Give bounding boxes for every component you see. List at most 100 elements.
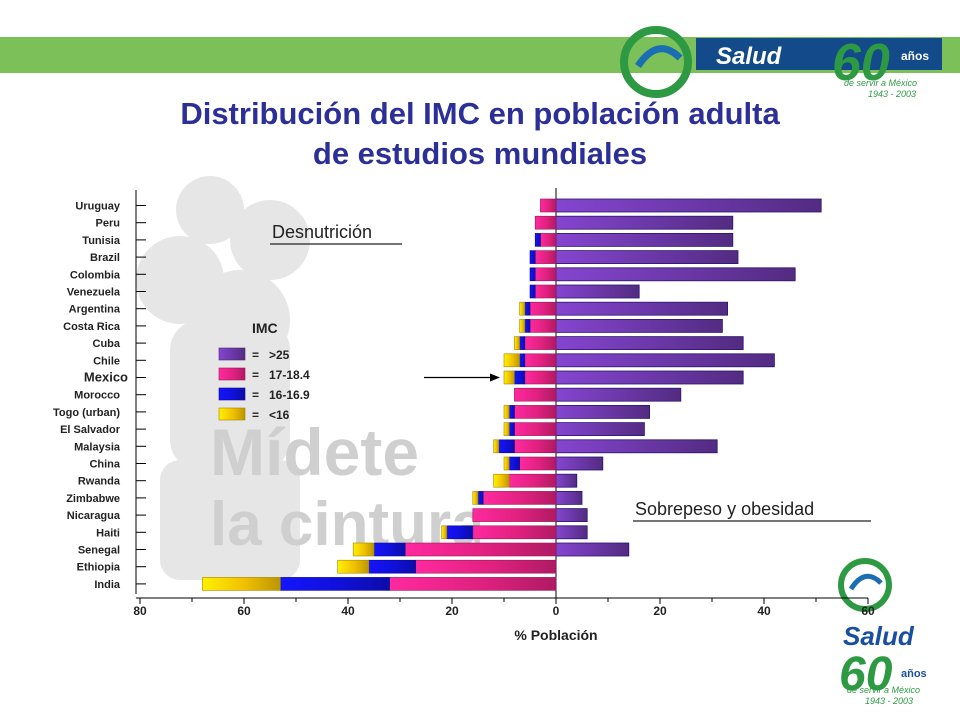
bar-over25 [555, 250, 739, 265]
bar-b17_18 [415, 559, 557, 574]
bar-over25 [555, 508, 588, 523]
x-tick-label: 20 [445, 604, 459, 618]
bar-under16 [519, 319, 526, 333]
x-axis-label: % Población [514, 627, 597, 643]
bar-under16 [503, 405, 510, 419]
bar-under16 [503, 422, 510, 436]
category-label-morocco: Morocco [74, 390, 120, 402]
logo-top-years-range: 1943 - 2003 [868, 89, 916, 99]
category-label-haiti: Haiti [96, 527, 120, 539]
legend-title: IMC [252, 320, 278, 336]
bar-over25 [555, 387, 682, 402]
x-tick-label: 40 [341, 604, 355, 618]
bar-over25 [555, 456, 604, 471]
bar-b16_17 [519, 336, 526, 350]
logo-top-number: 60 [832, 34, 890, 92]
bar-over25 [555, 404, 650, 419]
bar-b16_17 [529, 284, 536, 299]
bar-b17_18 [404, 542, 557, 557]
bar-b16_17 [368, 559, 416, 574]
bar-under16 [503, 353, 520, 368]
annotation-undernutrition: Desnutrición [272, 222, 372, 242]
legend-equals: = [252, 408, 259, 422]
bar-b17_18 [514, 405, 557, 419]
bar-b16_17 [508, 422, 515, 436]
bar-b16_17 [508, 405, 515, 419]
bar-under16 [352, 542, 375, 557]
bar-b17_18 [508, 473, 557, 488]
bar-b17_18 [534, 250, 557, 264]
bar-over25 [555, 336, 744, 351]
bar-over25 [555, 301, 729, 316]
legend-equals: = [252, 348, 259, 362]
bar-b17_18 [519, 456, 557, 471]
logo-bottom-number: 60 [839, 648, 893, 701]
bar-b16_17 [280, 577, 390, 591]
bar-b17_18 [514, 422, 557, 436]
bar-b16_17 [446, 525, 474, 540]
category-label-cuba: Cuba [93, 338, 121, 350]
bar-b16_17 [519, 353, 526, 368]
bar-under16 [493, 473, 510, 488]
bar-b16_17 [373, 542, 406, 557]
x-tick-label: 40 [757, 604, 771, 618]
bar-over25 [555, 353, 775, 368]
bar-over25 [555, 318, 723, 333]
bar-b16_17 [514, 370, 526, 385]
bar-b17_18 [529, 301, 557, 316]
bar-b16_17 [508, 456, 520, 471]
salud-60-logo-bottom: Salud 60 años de servir a México 1943 - … [838, 558, 927, 706]
bar-b17_18 [529, 319, 557, 333]
category-label-china: China [89, 459, 120, 471]
bar-b17_18 [514, 439, 557, 454]
legend-swatch-under16 [218, 407, 246, 421]
bar-under16 [503, 370, 515, 385]
x-tick-label: 80 [133, 604, 147, 618]
bar-b16_17 [524, 301, 531, 316]
bar-b17_18 [472, 508, 557, 522]
legend-label-b16_17: 16-16.9 [269, 388, 310, 402]
category-label-argentina: Argentina [69, 304, 121, 316]
legend-equals: = [252, 368, 259, 382]
logo-bottom-brand: Salud [843, 621, 915, 651]
bar-over25 [555, 267, 796, 282]
chart-title: Distribución del IMC en población adulta… [40, 94, 920, 174]
x-tick-label: 20 [653, 604, 667, 618]
bar-over25 [555, 232, 734, 247]
watermark-line1: Mídete [210, 415, 419, 489]
bar-b16_17 [534, 233, 541, 247]
legend-equals: = [252, 388, 259, 402]
bar-over25 [555, 525, 588, 540]
category-label-brazil: Brazil [90, 252, 120, 264]
bar-b17_18 [524, 370, 557, 385]
bar-b17_18 [534, 215, 557, 230]
bar-over25 [555, 370, 744, 385]
category-label-ethiopia: Ethiopia [77, 562, 121, 574]
legend-swatch-b16_17 [218, 387, 246, 401]
bar-over25 [555, 490, 583, 505]
salud-60-logo-top: Salud 60 años de servir a México 1943 - … [620, 26, 942, 99]
bar-b16_17 [498, 439, 515, 454]
bar-under16 [441, 525, 448, 540]
bar-b17_18 [524, 336, 557, 350]
bar-b16_17 [477, 491, 484, 505]
bar-over25 [555, 542, 630, 557]
bar-over25 [555, 284, 640, 299]
bar-under16 [202, 577, 281, 591]
annotation-overweight: Sobrepeso y obesidad [635, 499, 814, 519]
category-label-togo-urban-: Togo (urban) [53, 407, 120, 419]
category-label-india: India [94, 579, 121, 591]
bar-over25 [555, 215, 734, 230]
legend-label-b17_18: 17-18.4 [269, 368, 310, 382]
bar-over25 [555, 473, 578, 488]
bar-under16 [337, 559, 370, 574]
x-tick-label: 60 [861, 604, 875, 618]
watermark-graphic: Mídete la cintura [136, 176, 480, 580]
bar-b17_18 [534, 284, 557, 299]
category-label-el-salvador: El Salvador [60, 424, 121, 436]
category-label-nicaragua: Nicaragua [67, 510, 121, 522]
bar-over25 [555, 198, 822, 213]
bar-b17_18 [534, 267, 557, 282]
category-label-costa-rica: Costa Rica [63, 321, 121, 333]
